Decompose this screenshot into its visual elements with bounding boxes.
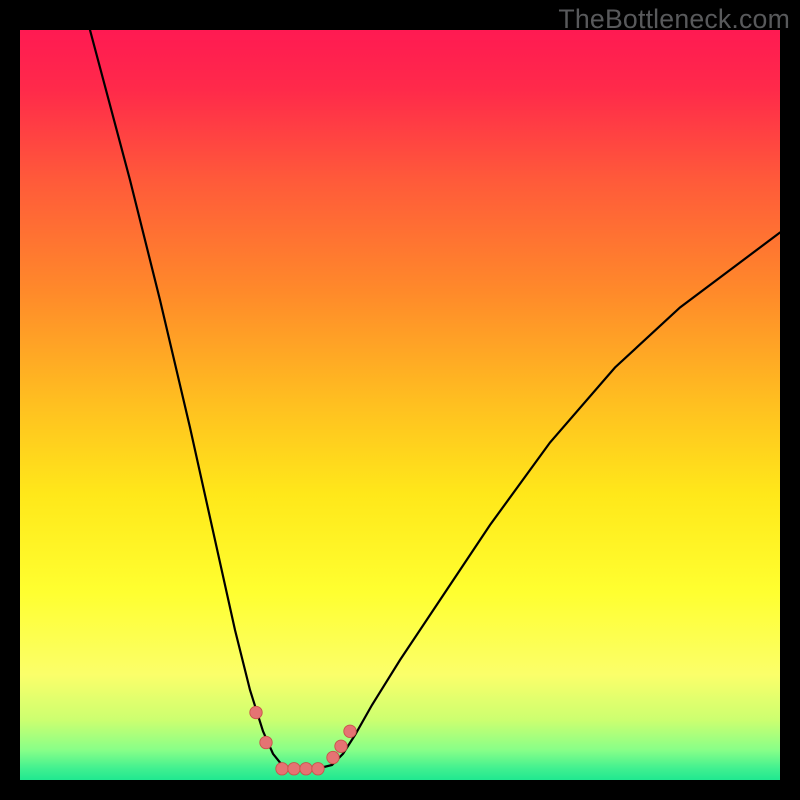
marker-right (335, 740, 347, 752)
marker-left (250, 706, 262, 718)
marker-left (260, 736, 272, 748)
chart-svg (20, 30, 780, 780)
marker-bottom (276, 763, 288, 775)
marker-bottom (288, 763, 300, 775)
chart-frame: TheBottleneck.com (0, 0, 800, 800)
marker-right (344, 725, 356, 737)
marker-bottom (312, 763, 324, 775)
marker-right (327, 751, 339, 763)
marker-bottom (300, 763, 312, 775)
plot-area (20, 30, 780, 780)
gradient-background (20, 30, 780, 780)
